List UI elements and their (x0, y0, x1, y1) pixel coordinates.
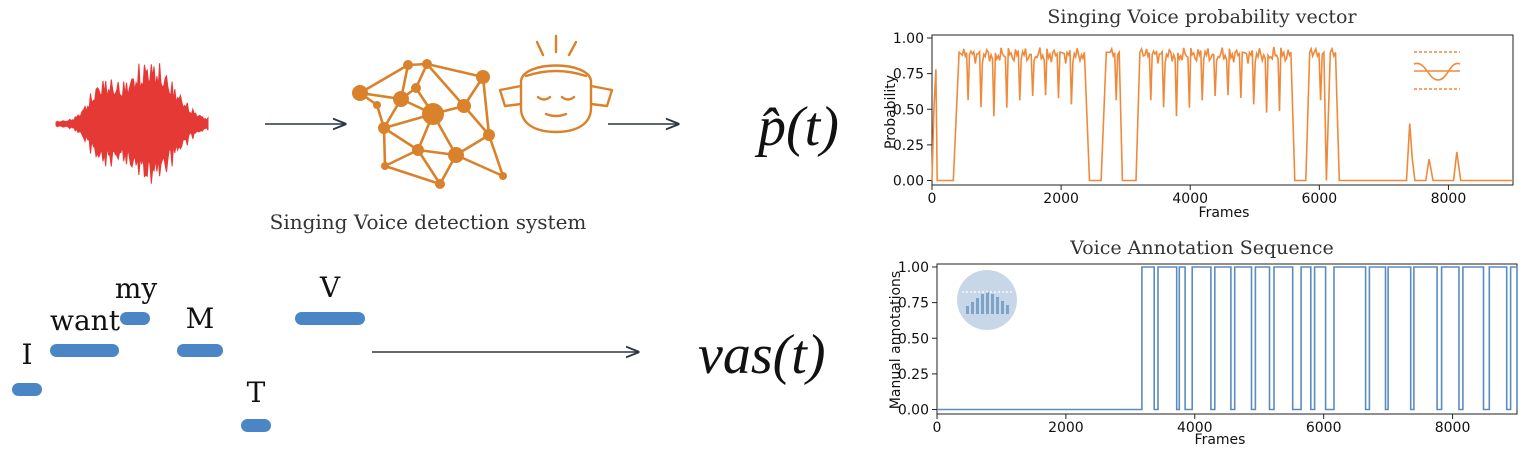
note-bar (50, 344, 119, 357)
x-axis-ticks: 0 2000 4000 6000 8000 (928, 185, 1467, 207)
x-tick-label: 4000 (1177, 420, 1213, 436)
annotation-series-line (937, 266, 1518, 411)
note-bar (120, 312, 150, 325)
x-tick-label: 8000 (1435, 420, 1471, 436)
y-tick-label: 0.50 (893, 102, 924, 118)
x-tick-label: 0 (928, 191, 937, 207)
lyric-word: M (186, 302, 215, 335)
system-caption: Singing Voice detection system (270, 210, 587, 234)
y-axis-label: Manual annotations (888, 271, 904, 409)
lyric-word: my (115, 272, 158, 305)
lyric-notes: I want my M T V (12, 271, 365, 432)
note-bar (12, 383, 42, 396)
listener-face-icon (498, 34, 614, 134)
annotation-output-symbol: vas(t) (698, 324, 826, 386)
x-tick-label: 6000 (1302, 191, 1338, 207)
y-tick-label: 1.00 (893, 31, 924, 47)
lyric-word: want (50, 304, 121, 337)
x-axis-label: Frames (1199, 205, 1250, 221)
y-tick-label: 0.75 (893, 67, 924, 83)
filter-curve-icon (1413, 51, 1461, 90)
note-bar (295, 312, 365, 325)
y-tick-label: 0.50 (898, 331, 929, 347)
note-bar (177, 344, 223, 357)
x-axis-label: Frames (1195, 432, 1246, 448)
y-tick-label: 0.00 (893, 174, 924, 190)
y-tick-label: 1.00 (898, 260, 929, 276)
y-axis-label: Probability (883, 75, 899, 149)
probability-output-symbol: p̂(t) (754, 96, 839, 158)
note-bar (241, 419, 271, 432)
y-axis-ticks: 0.00 0.25 0.50 0.75 1.00 (893, 31, 932, 190)
chart-title: Singing Voice probability vector (1047, 6, 1357, 28)
lyric-word: T (247, 376, 266, 409)
waveform-icon (55, 63, 209, 184)
x-tick-label: 2000 (1048, 420, 1084, 436)
y-axis-ticks: 0.00 0.25 0.50 0.75 1.00 (898, 260, 937, 419)
plot-frame (936, 263, 1518, 415)
spectrum-badge-icon (957, 270, 1017, 330)
probability-chart: Singing Voice probability vector 0.00 0.2… (883, 6, 1514, 221)
y-tick-label: 0.25 (893, 138, 924, 154)
x-axis-ticks: 0 2000 4000 6000 8000 (933, 414, 1471, 436)
probability-series-line (931, 46, 1513, 182)
y-tick-label: 0.00 (898, 403, 929, 419)
neural-network-icon (352, 59, 507, 189)
lyric-word: I (21, 338, 32, 371)
x-tick-label: 8000 (1431, 191, 1467, 207)
annotation-chart: Voice Annotation Sequence 0.000.250.500.… (888, 237, 1518, 448)
x-tick-label: 4000 (1172, 191, 1208, 207)
plot-frame (931, 34, 1514, 186)
y-tick-label: 0.25 (898, 367, 929, 383)
y-tick-label: 0.75 (898, 296, 929, 312)
x-tick-label: 2000 (1043, 191, 1079, 207)
x-tick-label: 6000 (1306, 420, 1342, 436)
lyric-word: V (319, 271, 341, 304)
x-tick-label: 0 (933, 420, 942, 436)
chart-title: Voice Annotation Sequence (1069, 237, 1333, 259)
